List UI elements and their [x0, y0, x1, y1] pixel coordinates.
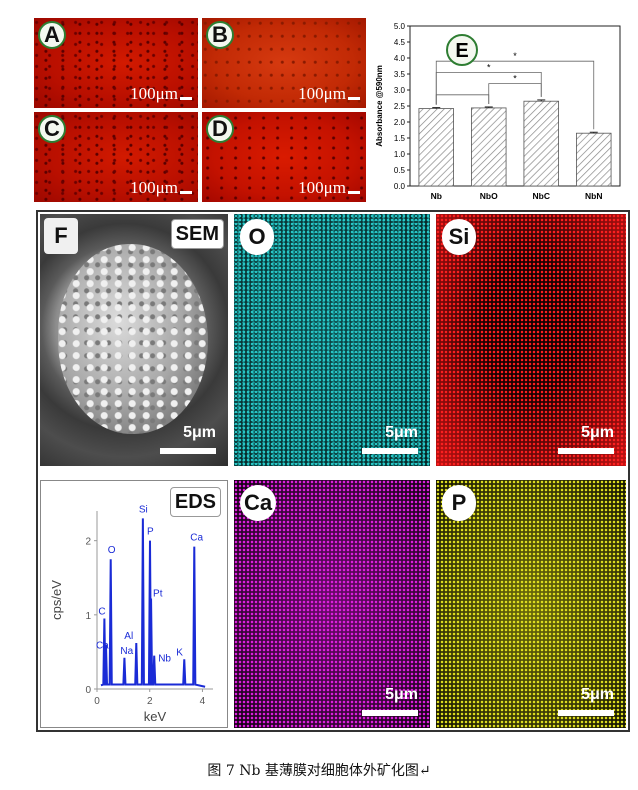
- panel-label-e-circle: [446, 34, 478, 66]
- peak-label: Ca: [96, 641, 109, 652]
- y-tick-label: 0.0: [394, 182, 406, 191]
- silicon-scale-label: 5μm: [581, 424, 614, 441]
- calcium-tag: Ca: [240, 485, 277, 521]
- silicon-map: Si 5μm: [436, 214, 626, 466]
- x-tick-label: 0: [94, 696, 100, 707]
- y-axis-label: cps/eV: [49, 580, 64, 620]
- microsphere: [58, 244, 208, 434]
- eds-spectrum: 0 1 2 0 2 4 keV cps/eV C O Ca Na Al Si P Pt Nb K Ca: [49, 504, 213, 724]
- x-tick-label: Nb: [431, 191, 442, 201]
- significance-bracket: [435, 60, 595, 130]
- silicon-tag: Si: [442, 219, 476, 255]
- y-tick-label: 4.0: [394, 54, 406, 63]
- bar-nbo: [471, 107, 507, 187]
- phosphorus-scale-bar: [558, 710, 614, 716]
- panel-label-e: E: [455, 40, 468, 62]
- panel-label-a: A: [38, 21, 66, 49]
- spectrum-line: [100, 518, 206, 688]
- panel-label-c: C: [38, 115, 66, 143]
- peak-label: P: [147, 527, 154, 538]
- y-tick-label: 2.5: [394, 102, 406, 111]
- eds-tag: EDS: [169, 487, 221, 517]
- figure-caption: 图 7 Nb 基薄膜对细胞体外矿化图↵: [207, 763, 431, 779]
- x-tick-label: NbC: [533, 191, 550, 201]
- y-tick-label: 1: [85, 611, 91, 622]
- oxygen-scale-label: 5μm: [385, 424, 418, 441]
- y-tick-label: 1.5: [394, 134, 406, 143]
- x-tick-label: NbN: [585, 191, 602, 201]
- scale-label-c: 100μm: [130, 178, 178, 197]
- y-tick-label: 3.0: [394, 86, 406, 95]
- scale-label-d: 100μm: [298, 178, 346, 197]
- x-axis-label: keV: [144, 709, 167, 724]
- figure-f-frame: [36, 210, 630, 732]
- sem-image: F SEM 5μm: [40, 214, 228, 466]
- micrograph-d: D 100μm: [202, 112, 366, 202]
- significance-mark: *: [513, 74, 517, 84]
- oxygen-scale-bar: [362, 448, 418, 454]
- micrograph-a: A 100μm: [34, 18, 198, 108]
- scale-label-b: 100μm: [298, 84, 346, 103]
- peak-label: Ca: [190, 533, 203, 544]
- y-axis-label: Absorbance @590nm: [375, 65, 384, 147]
- y-tick-label: 0.5: [394, 166, 406, 175]
- sem-tag: SEM: [170, 219, 224, 249]
- y-tick-label: 3.5: [394, 70, 406, 79]
- scale-label-a: 100μm: [130, 84, 178, 103]
- phosphorus-tag: P: [442, 485, 476, 521]
- phosphorus-map: P 5μm: [436, 480, 626, 728]
- y-tick-label: 2.0: [394, 118, 406, 127]
- oxygen-map: O 5μm: [234, 214, 430, 466]
- peak-label: Nb: [158, 654, 171, 665]
- figure-f-label: F: [44, 218, 78, 254]
- oxygen-tag: O: [240, 219, 274, 255]
- micrograph-c: C 100μm: [34, 112, 198, 202]
- significance-bracket: [488, 83, 542, 104]
- y-tick-label: 4.5: [394, 38, 406, 47]
- x-tick-label: NbO: [480, 191, 498, 201]
- micrograph-b: B 100μm: [202, 18, 366, 108]
- scale-bar-a: [180, 97, 192, 100]
- peak-label: C: [98, 607, 105, 618]
- significance-mark: *: [487, 62, 491, 72]
- x-tick-label: 4: [200, 696, 206, 707]
- calcium-scale-label: 5μm: [385, 686, 418, 703]
- calcium-map: Ca 5μm: [234, 480, 430, 728]
- calcium-scale-bar: [362, 710, 418, 716]
- scale-bar-d: [348, 191, 360, 194]
- peak-label: K: [176, 647, 183, 658]
- significance-mark: *: [513, 51, 517, 61]
- bar-nb: [418, 108, 454, 187]
- panel-label-d: D: [206, 115, 234, 143]
- peak-label: Si: [139, 504, 148, 515]
- panel-label-b: B: [206, 21, 234, 49]
- bar-nbc: [523, 100, 559, 187]
- eds-spectrum-panel: EDS 0 1 2 0 2 4 keV cps/eV C O Ca Na Al Si P Pt Nb K Ca: [40, 480, 228, 728]
- bar-nbn: [576, 132, 612, 187]
- y-tick-label: 5.0: [394, 22, 406, 31]
- peak-label: Al: [124, 631, 133, 642]
- y-tick-label: 2: [85, 537, 91, 548]
- peak-label: O: [108, 545, 116, 556]
- y-tick-label: 0: [85, 685, 91, 696]
- scale-bar-c: [180, 191, 192, 194]
- significance-bracket: [435, 94, 490, 105]
- y-tick-label: 1.0: [394, 150, 406, 159]
- scale-bar-b: [348, 97, 360, 100]
- x-tick-label: 2: [147, 696, 153, 707]
- absorbance-bar-chart: 0.0 0.5 1.0 1.5 2.0 2.5 3.0 3.5 4.0 4.5 5.0 Absorba…: [375, 22, 621, 201]
- peak-label: Pt: [153, 589, 163, 600]
- silicon-scale-bar: [558, 448, 614, 454]
- sem-scale-label: 5μm: [183, 424, 216, 441]
- sem-scale-bar: [160, 448, 216, 454]
- peak-label: Na: [120, 646, 133, 657]
- phosphorus-scale-label: 5μm: [581, 686, 614, 703]
